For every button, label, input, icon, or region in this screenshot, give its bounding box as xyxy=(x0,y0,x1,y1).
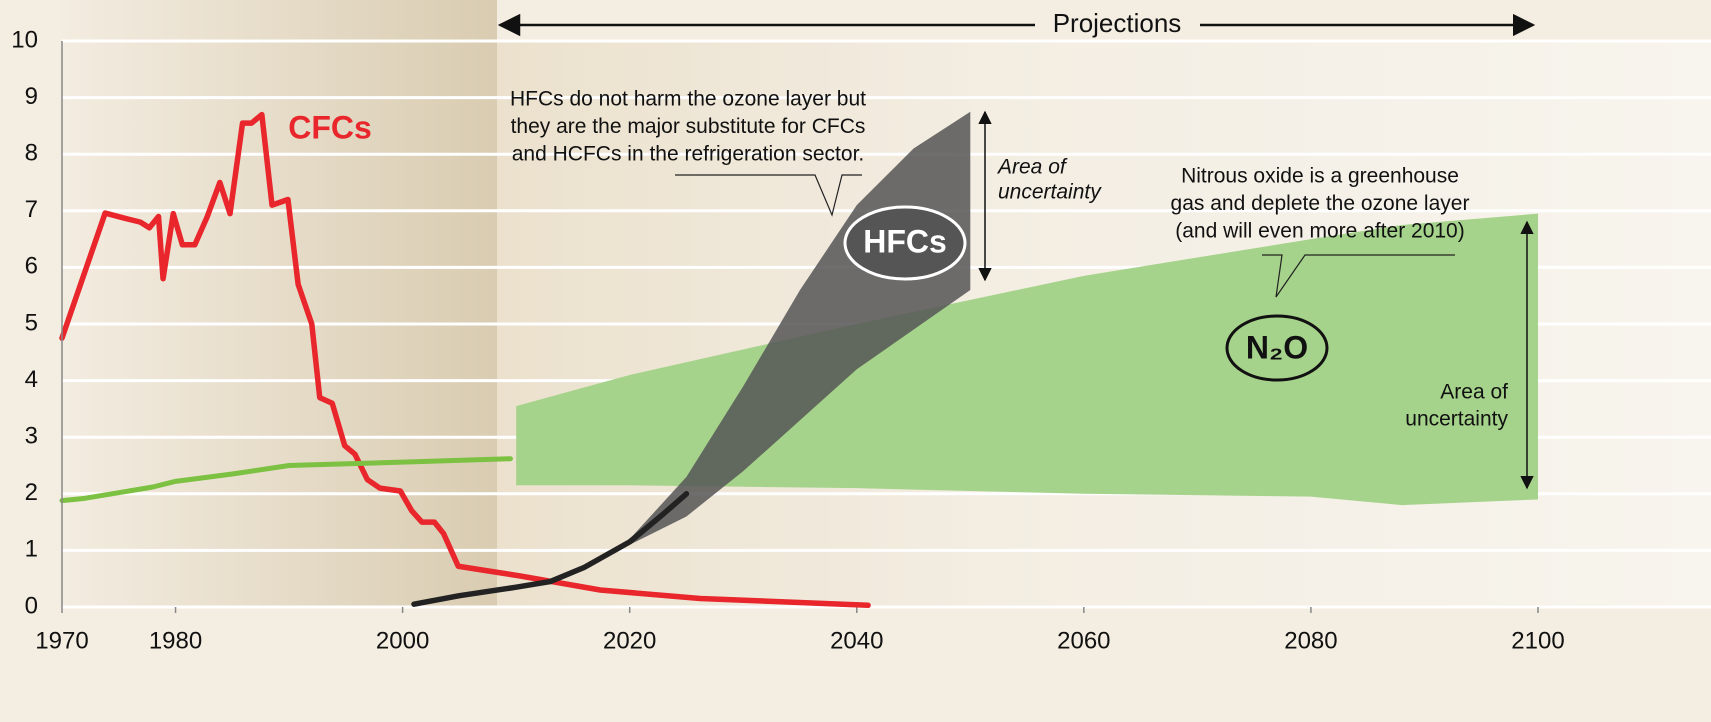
x-tick-label: 2060 xyxy=(1057,627,1110,654)
x-tick-label: 2000 xyxy=(376,627,429,654)
label-ellipse xyxy=(843,205,967,281)
y-tick-label: 3 xyxy=(25,423,38,450)
series-line xyxy=(411,491,690,607)
y-tick-label: 8 xyxy=(25,140,38,167)
annotation: they are the major substitute for CFCs xyxy=(511,115,866,138)
annotation: uncertainty xyxy=(1405,408,1508,431)
annotation: HFCs do not harm the ozone layer but xyxy=(510,88,866,111)
y-tick-label: 6 xyxy=(25,253,38,280)
y-tick-label: 9 xyxy=(25,83,38,110)
callout xyxy=(675,174,862,217)
series-label: CFCs xyxy=(288,109,372,145)
annotation: Nitrous oxide is a greenhouse xyxy=(1181,165,1459,188)
projection-label: Projections xyxy=(1053,8,1182,38)
series-label: N₂O xyxy=(1246,329,1308,365)
y-tick-label: 10 xyxy=(11,26,38,53)
y-tick-label: 5 xyxy=(25,309,38,336)
history-background xyxy=(62,0,497,607)
annotation: (and will even more after 2010) xyxy=(1175,220,1464,243)
y-tick-label: 1 xyxy=(25,536,38,563)
x-tick-label: 1970 xyxy=(35,627,88,654)
x-tick-label: 2100 xyxy=(1511,627,1564,654)
x-tick-label: 2080 xyxy=(1284,627,1337,654)
series-line xyxy=(59,111,871,609)
x-tick-label: 2040 xyxy=(830,627,883,654)
series-line xyxy=(59,456,513,504)
annotation: Area of xyxy=(996,156,1068,179)
y-tick-label: 7 xyxy=(25,196,38,223)
series-label: HFCs xyxy=(863,223,947,259)
annotation: and HCFCs in the refrigeration sector. xyxy=(512,143,865,166)
label-ellipse xyxy=(1225,314,1329,382)
callout xyxy=(1262,254,1455,298)
y-tick-label: 0 xyxy=(25,592,38,619)
y-tick-label: 2 xyxy=(25,479,38,506)
y-tick-label: 4 xyxy=(25,366,38,393)
x-tick-label: 1980 xyxy=(149,627,202,654)
annotation: uncertainty xyxy=(998,181,1102,204)
x-tick-label: 2020 xyxy=(603,627,656,654)
annotation: Area of xyxy=(1440,381,1508,404)
annotation: gas and deplete the ozone layer xyxy=(1171,192,1470,215)
